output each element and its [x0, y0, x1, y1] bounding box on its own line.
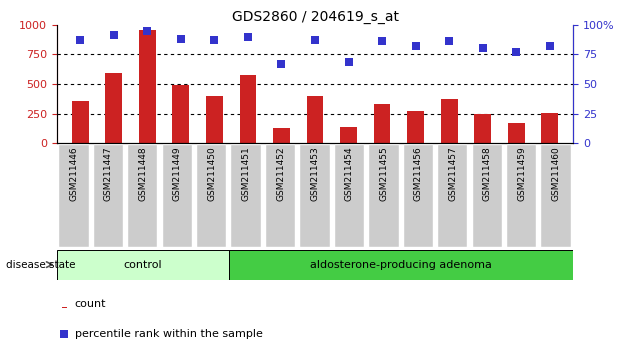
Text: GSM211457: GSM211457 [449, 147, 457, 201]
Bar [273, 128, 290, 143]
Point [411, 43, 421, 49]
Point [381, 228, 391, 234]
Bar [508, 122, 525, 143]
FancyBboxPatch shape [231, 145, 261, 247]
Text: GSM211451: GSM211451 [242, 147, 251, 201]
FancyBboxPatch shape [472, 145, 502, 247]
Point [109, 33, 119, 38]
FancyBboxPatch shape [59, 145, 89, 247]
FancyBboxPatch shape [128, 145, 158, 247]
Point [243, 34, 253, 39]
Point [209, 38, 219, 43]
Point [277, 61, 287, 67]
Bar [62, 307, 67, 308]
Title: GDS2860 / 204619_s_at: GDS2860 / 204619_s_at [231, 10, 399, 24]
Text: GSM211446: GSM211446 [69, 147, 78, 201]
Bar [541, 113, 558, 143]
FancyBboxPatch shape [301, 145, 329, 247]
Point [343, 59, 353, 64]
Bar [374, 104, 391, 143]
Text: disease state: disease state [6, 259, 76, 270]
Bar [307, 96, 323, 143]
Point [511, 49, 521, 55]
Bar [173, 85, 189, 143]
Bar [105, 73, 122, 143]
Text: count: count [75, 299, 106, 309]
Text: GSM211452: GSM211452 [276, 147, 285, 201]
Point [444, 39, 454, 44]
Text: GSM211448: GSM211448 [139, 147, 147, 201]
Bar [441, 99, 457, 143]
FancyBboxPatch shape [541, 145, 571, 247]
Text: GSM211453: GSM211453 [311, 147, 319, 201]
Text: GSM211456: GSM211456 [414, 147, 423, 201]
Bar [72, 101, 89, 143]
Point [176, 36, 186, 42]
Point [75, 38, 85, 43]
FancyBboxPatch shape [163, 145, 192, 247]
Point [142, 28, 152, 34]
Bar [474, 114, 491, 143]
Text: GSM211450: GSM211450 [207, 147, 216, 201]
Bar [239, 75, 256, 143]
Bar [340, 127, 357, 143]
Text: GSM211460: GSM211460 [552, 147, 561, 201]
FancyBboxPatch shape [57, 250, 229, 280]
Text: GSM211455: GSM211455 [379, 147, 388, 201]
Point [377, 39, 387, 44]
FancyBboxPatch shape [266, 145, 295, 247]
FancyBboxPatch shape [229, 250, 573, 280]
Text: control: control [123, 259, 162, 270]
FancyBboxPatch shape [369, 145, 399, 247]
Text: GSM211449: GSM211449 [173, 147, 181, 201]
FancyBboxPatch shape [507, 145, 536, 247]
Point [478, 46, 488, 51]
FancyBboxPatch shape [438, 145, 467, 247]
Text: GSM211459: GSM211459 [517, 147, 526, 201]
FancyBboxPatch shape [94, 145, 123, 247]
FancyBboxPatch shape [404, 145, 433, 247]
Bar [139, 29, 156, 143]
Text: percentile rank within the sample: percentile rank within the sample [75, 329, 263, 339]
FancyBboxPatch shape [335, 145, 364, 247]
Bar [407, 111, 424, 143]
Text: aldosterone-producing adenoma: aldosterone-producing adenoma [310, 259, 492, 270]
Text: GSM211458: GSM211458 [483, 147, 491, 201]
Bar [206, 96, 223, 143]
Text: GSM211454: GSM211454 [345, 147, 354, 201]
Point [310, 38, 320, 43]
Point [545, 43, 555, 49]
FancyBboxPatch shape [197, 145, 226, 247]
Text: GSM211447: GSM211447 [104, 147, 113, 201]
